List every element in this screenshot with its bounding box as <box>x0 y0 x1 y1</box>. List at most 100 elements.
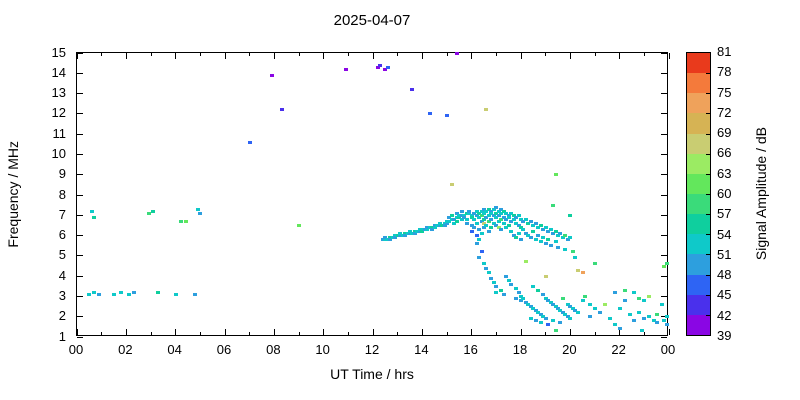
data-point <box>652 319 657 323</box>
y-tick <box>77 295 83 297</box>
data-point <box>247 140 252 144</box>
data-point <box>533 221 538 225</box>
data-point <box>464 217 469 221</box>
data-point <box>427 112 432 116</box>
data-point <box>126 292 131 296</box>
data-point <box>531 230 536 233</box>
data-point <box>553 305 558 309</box>
x-major-tick <box>471 329 473 335</box>
x-tick-label: 00 <box>660 342 676 357</box>
data-point <box>568 305 573 309</box>
data-point <box>536 288 541 292</box>
colorbar-tick-label: 78 <box>717 64 732 80</box>
data-point <box>546 230 551 233</box>
data-point <box>509 230 514 233</box>
data-point <box>482 262 486 266</box>
colorbar <box>686 52 711 336</box>
colorbar-tick-label: 60 <box>717 186 732 201</box>
data-point <box>538 313 543 317</box>
data-point <box>499 288 504 292</box>
data-point <box>496 209 501 213</box>
x-major-tick <box>76 329 78 335</box>
y-tick <box>661 113 667 115</box>
data-point <box>509 211 514 215</box>
data-point <box>403 232 408 236</box>
data-point <box>459 213 464 217</box>
data-point <box>531 307 536 311</box>
data-point <box>617 327 622 331</box>
data-point <box>410 232 415 236</box>
data-point <box>437 221 442 225</box>
y-tick <box>77 52 83 54</box>
data-point <box>528 317 533 321</box>
data-point <box>593 307 597 311</box>
data-point <box>464 211 469 215</box>
data-point <box>499 211 504 215</box>
data-point <box>484 209 489 213</box>
data-point <box>151 209 156 213</box>
data-point <box>597 311 602 315</box>
x-minor-tick <box>495 332 497 335</box>
data-point <box>528 305 533 309</box>
data-point <box>514 221 519 225</box>
x-minor-tick <box>594 53 596 56</box>
x-major-tick <box>125 329 127 335</box>
data-point <box>408 232 412 236</box>
data-point <box>422 227 427 231</box>
data-point <box>491 280 496 284</box>
data-point <box>516 290 521 294</box>
data-point <box>92 215 97 219</box>
x-tick-label: 00 <box>68 342 84 357</box>
data-point <box>560 311 565 315</box>
data-point <box>467 211 472 215</box>
data-point <box>477 227 482 231</box>
data-point <box>393 234 398 238</box>
y-tick-label: 4 <box>58 267 66 283</box>
data-point <box>533 238 538 242</box>
data-point <box>484 223 489 227</box>
colorbar-band <box>687 173 710 194</box>
data-point <box>523 217 528 221</box>
data-point <box>607 317 612 321</box>
y-tick <box>661 336 667 338</box>
x-major-tick <box>569 53 571 59</box>
x-tick-label: 14 <box>414 342 429 357</box>
x-tick-label: 06 <box>216 342 232 357</box>
data-point <box>511 217 516 221</box>
data-point <box>543 296 548 300</box>
data-point <box>543 225 548 229</box>
data-point <box>664 262 669 266</box>
data-point <box>533 319 538 323</box>
x-minor-tick <box>495 53 497 56</box>
data-point <box>195 207 200 211</box>
y-tick-label: 11 <box>52 125 67 141</box>
data-point <box>464 221 469 225</box>
x-minor-tick <box>150 53 152 56</box>
data-point <box>664 323 669 327</box>
colorbar-tick <box>706 294 710 296</box>
data-point <box>563 234 568 238</box>
data-point <box>538 240 543 244</box>
data-point <box>412 230 417 233</box>
y-tick <box>77 235 83 237</box>
data-point <box>430 227 435 231</box>
data-point <box>477 238 482 242</box>
data-point <box>383 236 388 240</box>
x-major-tick <box>125 53 127 59</box>
y-tick <box>77 174 83 176</box>
data-point <box>521 219 526 223</box>
data-point <box>568 236 573 240</box>
data-point <box>514 215 519 219</box>
data-point <box>449 213 454 217</box>
x-major-tick <box>668 329 670 335</box>
x-major-tick <box>569 329 571 335</box>
data-point <box>198 211 203 215</box>
colorbar-band <box>687 194 710 215</box>
data-point <box>556 234 560 238</box>
colorbar-tick <box>706 173 710 175</box>
colorbar-tick-label: 72 <box>717 104 732 120</box>
data-point <box>112 292 116 296</box>
x-minor-tick <box>397 332 399 335</box>
data-point <box>445 114 449 118</box>
